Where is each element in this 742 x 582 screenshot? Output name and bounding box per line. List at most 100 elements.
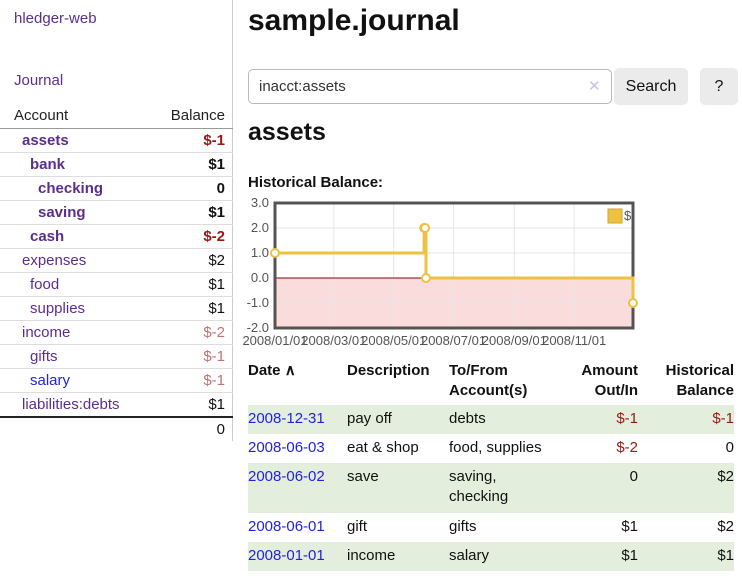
account-row-assets: assets $-1 bbox=[0, 128, 233, 153]
account-link-expenses[interactable]: expenses bbox=[22, 252, 87, 269]
help-button[interactable]: ? bbox=[700, 68, 738, 105]
account-row-checking: checking 0 bbox=[0, 176, 233, 201]
search-input[interactable] bbox=[248, 69, 612, 104]
x-tick-label: 2008/05/01 bbox=[361, 333, 426, 348]
account-balance: $-1 bbox=[153, 128, 233, 153]
account-row-cash: cash $-2 bbox=[0, 224, 233, 249]
x-tick-label: 2008/01/01 bbox=[242, 333, 307, 348]
account-link-supplies[interactable]: supplies bbox=[30, 300, 86, 317]
search-form: ✕ Search ? bbox=[248, 68, 742, 105]
data-point-marker bbox=[421, 273, 431, 283]
account-balance: $-1 bbox=[153, 368, 233, 393]
account-balance: 0 bbox=[153, 176, 233, 201]
transaction-balance: $-1 bbox=[712, 409, 734, 427]
account-column-header: Account bbox=[0, 103, 154, 129]
account-balance: $1 bbox=[153, 272, 233, 297]
account-row-gifts: gifts $-1 bbox=[0, 344, 233, 369]
account-link-food[interactable]: food bbox=[30, 276, 60, 293]
account-balance: $1 bbox=[153, 392, 233, 418]
account-balance: $1 bbox=[153, 200, 233, 225]
register-row: 2008-06-02 save saving, checking 0 $2 bbox=[248, 463, 734, 513]
account-row-expenses: expenses $2 bbox=[0, 248, 233, 273]
transaction-accounts: debts bbox=[449, 409, 486, 427]
data-point-marker bbox=[628, 298, 638, 308]
accounts-table-header: Account Balance bbox=[0, 103, 233, 129]
description-column-header: Description bbox=[347, 362, 430, 379]
balance-column-header: Historical Balance bbox=[665, 362, 734, 400]
transaction-description: gift bbox=[347, 517, 368, 535]
account-row-salary: salary $-1 bbox=[0, 368, 233, 393]
transaction-amount: $1 bbox=[621, 546, 638, 564]
account-row-saving: saving $1 bbox=[0, 200, 233, 225]
transaction-description: income bbox=[347, 546, 396, 564]
account-balance: $-2 bbox=[153, 224, 233, 249]
search-button[interactable]: Search bbox=[614, 68, 688, 105]
y-tick-label: 0.0 bbox=[251, 270, 269, 285]
account-link-bank[interactable]: bank bbox=[30, 156, 66, 173]
data-point-marker bbox=[420, 223, 431, 233]
sort-ascending-icon: ∧ bbox=[284, 362, 296, 379]
register-row: 2008-01-01 income salary $1 $1 bbox=[248, 541, 734, 571]
account-link-saving[interactable]: saving bbox=[38, 204, 86, 221]
accounts-total-value: 0 bbox=[216, 421, 225, 438]
transaction-date-link[interactable]: 2008-06-01 bbox=[248, 517, 325, 535]
y-tick-label: 2.0 bbox=[251, 220, 269, 235]
transaction-date-link[interactable]: 2008-06-03 bbox=[248, 438, 325, 456]
transaction-description: eat & shop bbox=[347, 438, 419, 456]
sidebar: hledger-web Journal Account Balance asse… bbox=[0, 0, 233, 441]
account-balance: $1 bbox=[153, 152, 233, 177]
account-link-cash[interactable]: cash bbox=[30, 228, 65, 245]
legend-swatch bbox=[607, 208, 623, 224]
transaction-balance: 0 bbox=[725, 438, 734, 456]
account-heading: assets bbox=[248, 118, 326, 146]
transaction-date-link[interactable]: 2008-01-01 bbox=[248, 546, 325, 564]
account-balance: $-1 bbox=[153, 344, 233, 369]
amount-column-header: Amount Out/In bbox=[581, 362, 638, 400]
sidebar-item-journal[interactable]: Journal bbox=[14, 72, 64, 89]
account-row-bank: bank $1 bbox=[0, 152, 233, 177]
transaction-amount: $-2 bbox=[616, 438, 638, 456]
y-tick-label: 3.0 bbox=[251, 198, 269, 210]
clear-search-icon[interactable]: ✕ bbox=[588, 78, 601, 95]
account-link-checking[interactable]: checking bbox=[38, 180, 104, 197]
transaction-accounts: gifts bbox=[449, 517, 477, 535]
data-point-marker bbox=[270, 248, 280, 258]
app-title-link[interactable]: hledger-web bbox=[14, 10, 97, 27]
account-link-income[interactable]: income bbox=[22, 324, 71, 341]
register-table: Date ∧ Description To/From Account(s) Am… bbox=[248, 358, 734, 571]
plot-border bbox=[273, 201, 635, 330]
account-link-salary[interactable]: salary bbox=[30, 372, 71, 389]
transaction-accounts: food, supplies bbox=[449, 438, 542, 456]
historical-balance-chart: 2008/01/012008/03/012008/05/012008/07/01… bbox=[242, 198, 638, 348]
transaction-amount: $1 bbox=[621, 517, 638, 535]
x-tick-label: 2008/03/01 bbox=[301, 333, 366, 348]
date-header-label: Date bbox=[248, 362, 281, 379]
account-link-liabilities-debts[interactable]: liabilities:debts bbox=[22, 396, 120, 413]
accounts-total-row: 0 bbox=[0, 417, 233, 441]
account-link-gifts[interactable]: gifts bbox=[30, 348, 58, 365]
date-column-header: Date ∧ bbox=[248, 358, 347, 405]
account-row-liabilities-debts: liabilities:debts $1 bbox=[0, 392, 233, 418]
account-link-assets[interactable]: assets bbox=[22, 132, 69, 149]
transaction-description: save bbox=[347, 468, 379, 485]
transaction-date-link[interactable]: 2008-12-31 bbox=[248, 409, 325, 427]
transaction-accounts: salary bbox=[449, 546, 490, 564]
chart-title: Historical Balance: bbox=[248, 174, 384, 191]
accounts-balance-table: Account Balance assets $-1 bank $1 check… bbox=[0, 103, 233, 441]
legend-label: $ bbox=[624, 208, 632, 223]
page-title: sample.journal bbox=[248, 4, 460, 37]
account-balance: $2 bbox=[153, 248, 233, 273]
transaction-accounts: saving, checking bbox=[449, 468, 509, 506]
x-tick-label: 2008/07/01 bbox=[421, 333, 486, 348]
y-tick-label: 1.0 bbox=[251, 245, 269, 260]
y-tick-label: -2.0 bbox=[247, 320, 269, 335]
y-tick-label: -1.0 bbox=[247, 295, 269, 310]
register-row: 2008-06-03 eat & shop food, supplies $-2… bbox=[248, 434, 734, 463]
account-row-supplies: supplies $1 bbox=[0, 296, 233, 321]
transaction-date-link[interactable]: 2008-06-02 bbox=[248, 468, 325, 485]
transaction-description: pay off bbox=[347, 409, 392, 427]
transaction-balance: $2 bbox=[717, 468, 734, 485]
accounts-column-header: To/From Account(s) bbox=[449, 362, 528, 400]
balance-column-header: Balance bbox=[153, 103, 233, 129]
